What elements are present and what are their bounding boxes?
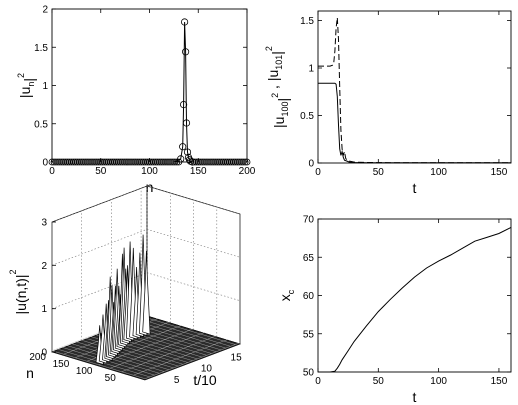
panel-bottom-left-3d: 0 1 2 3 50 100 150 200 5 10 15 |u(n,t)|2 n t/10 <box>8 185 243 388</box>
z-gridline <box>51 228 241 266</box>
x-tick-label: 100 <box>430 376 447 387</box>
y-tick-label: 0.5 <box>300 111 314 122</box>
data-marker <box>241 158 249 166</box>
panel-top-right: 0 50 100 150 0 0.5 1 1.5 t |u100|2 , |u101|2 <box>264 10 512 196</box>
y-tick-label: 1.5 <box>34 43 48 54</box>
y-tick-label: 0.5 <box>34 119 48 130</box>
x-tick-label: 0 <box>315 167 321 178</box>
data-marker <box>177 155 185 163</box>
x-axis-label: t <box>413 180 417 196</box>
y-tick-label: 70 <box>303 215 315 226</box>
y-tick-label: 55 <box>303 329 315 340</box>
data-marker <box>183 148 192 156</box>
plot-frame <box>317 10 512 164</box>
data-marker <box>182 119 191 127</box>
x-tick-label: 0 <box>315 376 321 387</box>
x-axis-label: t <box>413 389 417 405</box>
plot-frame <box>317 218 512 373</box>
y-axis-label: |un|2 <box>16 73 37 98</box>
x-tick-label: 150 <box>491 376 508 387</box>
x-tick-label: 50 <box>95 166 107 177</box>
n-tick-label: 150 <box>53 359 70 370</box>
y-tick-label: 1 <box>308 64 314 75</box>
x-tick-label: 150 <box>190 166 207 177</box>
x-tick-label: 50 <box>373 376 385 387</box>
surface-mesh-line <box>133 339 229 376</box>
surface-mesh-line <box>144 342 241 379</box>
n-tick-label: 100 <box>76 366 93 377</box>
surface-peak-spike <box>142 250 151 335</box>
x-tick-label: 100 <box>141 166 158 177</box>
t-tick-label: 5 <box>174 375 180 386</box>
plot-frame <box>51 8 248 163</box>
x-tick-label: 200 <box>239 166 256 177</box>
data-marker <box>179 143 187 151</box>
series-line-dashed <box>318 17 511 164</box>
y-tick-label: 1.5 <box>300 16 314 27</box>
profile-line <box>52 21 247 163</box>
y-tick-label: 1 <box>42 81 48 92</box>
surface-mesh-line <box>110 332 206 369</box>
t-axis-label: t/10 <box>193 372 217 388</box>
x-tick-label: 0 <box>49 166 55 177</box>
data-marker <box>182 48 190 56</box>
x-tick-label: 100 <box>430 167 447 178</box>
data-marker <box>171 158 179 166</box>
y-tick-label: 0 <box>42 158 48 169</box>
data-marker <box>180 101 188 109</box>
z-tick-label: 0 <box>41 348 47 359</box>
data-marker <box>243 158 251 166</box>
z-axis-label: |u(n,t)|2 <box>8 270 29 315</box>
n-tick-label: 200 <box>29 352 46 363</box>
z-tick-label: 1 <box>41 304 47 315</box>
z-tick-label: 2 <box>41 261 47 272</box>
y-axis-label: |u100|2 , |u101|2 <box>264 46 291 128</box>
data-marker <box>239 158 247 166</box>
n-axis-label: n <box>26 365 34 381</box>
y-tick-label: 50 <box>303 368 315 379</box>
centroid-line <box>318 226 512 373</box>
series-line-solid <box>318 82 511 164</box>
t-tick-label: 15 <box>231 352 243 363</box>
surface-mesh-line <box>121 335 217 372</box>
y-axis-label: xc <box>277 289 296 301</box>
t-tick-label: 10 <box>201 364 213 375</box>
x-tick-label: 50 <box>373 167 385 178</box>
y-tick-label: 65 <box>303 253 315 264</box>
x-tick-label: 150 <box>491 167 508 178</box>
z-tick-label: 3 <box>41 218 47 229</box>
data-marker <box>188 158 196 166</box>
n-tick-label: 50 <box>105 373 117 384</box>
y-tick-label: 2 <box>42 5 48 16</box>
y-tick-label: 0 <box>308 159 314 170</box>
data-marker <box>181 18 189 26</box>
y-tick-label: 60 <box>303 291 315 302</box>
